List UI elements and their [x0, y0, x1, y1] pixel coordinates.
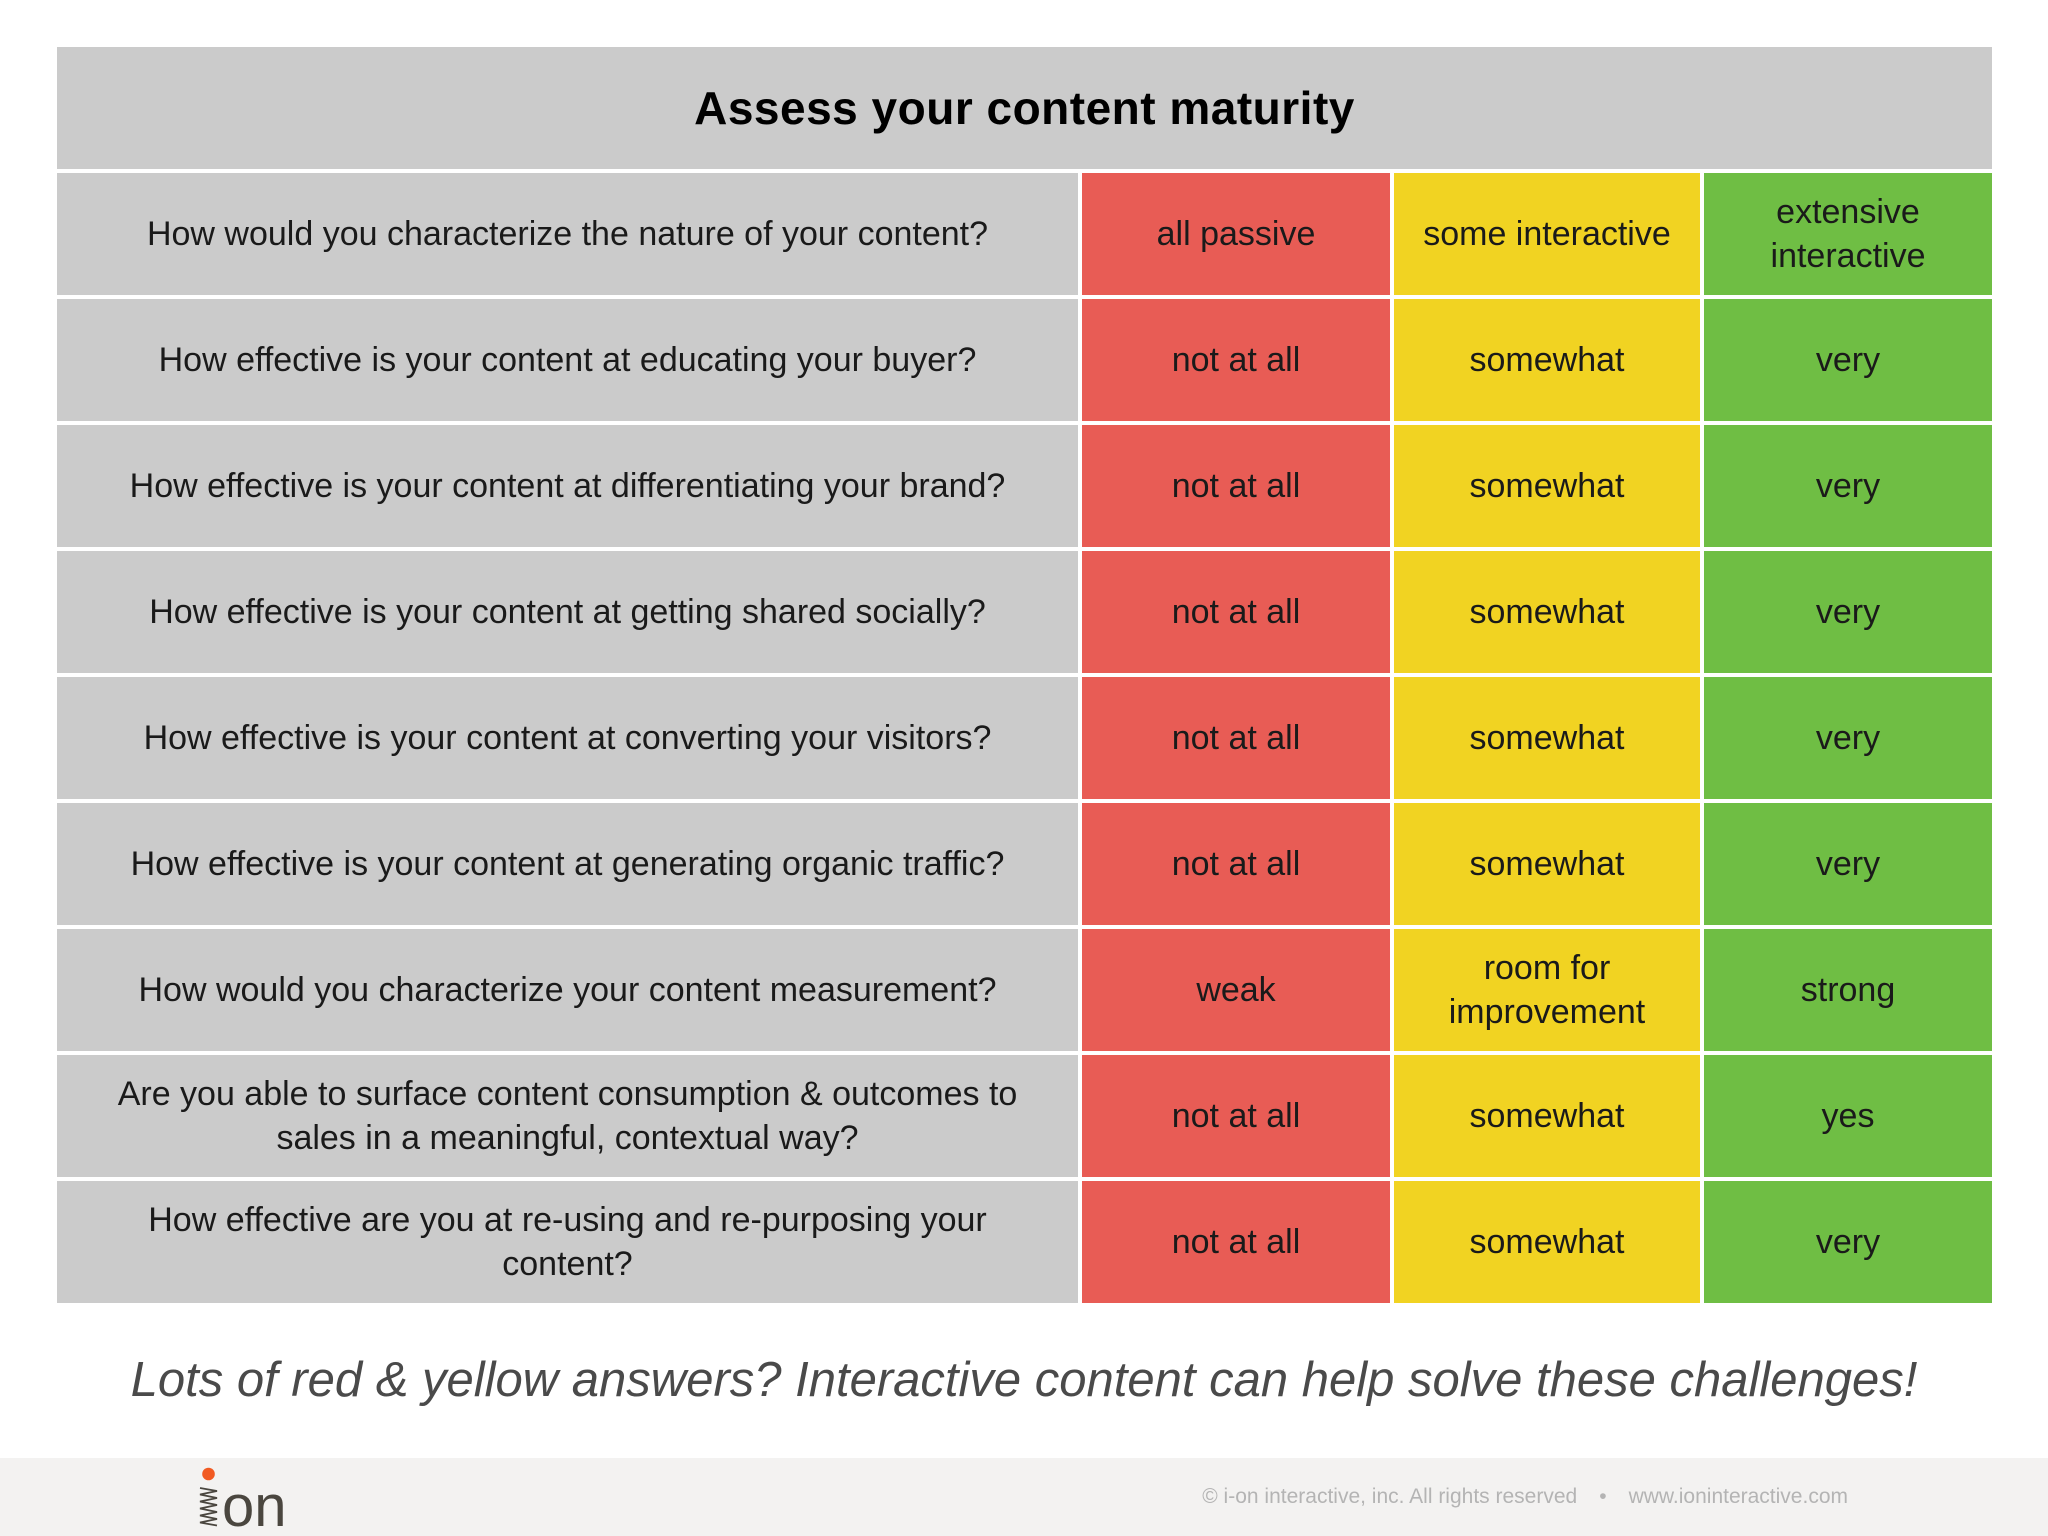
- answer-text-red: not at all: [1171, 592, 1301, 631]
- answer-cell-green: very: [1704, 1181, 1992, 1303]
- ion-logo-icon: on: [199, 1467, 287, 1536]
- footer: on © i-on interactive, inc. All rights r…: [0, 1458, 2048, 1536]
- answer-cell-red: not at all: [1082, 299, 1390, 421]
- answer-text-red: not at all: [1171, 340, 1301, 379]
- question-cell: How effective is your content at getting…: [57, 551, 1078, 673]
- answer-cell-red: all passive: [1082, 173, 1390, 295]
- answer-cell-yellow: somewhat: [1394, 551, 1700, 673]
- answer-text-green: extensive interactive: [1770, 192, 1926, 275]
- answer-cell-yellow: somewhat: [1394, 803, 1700, 925]
- answer-cell-red: weak: [1082, 929, 1390, 1051]
- answer-text-red: weak: [1196, 970, 1276, 1009]
- answer-text-red: not at all: [1171, 466, 1301, 505]
- question-text: How effective is your content at educati…: [158, 340, 977, 379]
- answer-text-red: not at all: [1171, 1096, 1301, 1135]
- answer-text-yellow: somewhat: [1469, 844, 1625, 883]
- answer-text-yellow: somewhat: [1469, 466, 1625, 505]
- logo-dot-icon: [202, 1467, 215, 1481]
- answer-cell-green: extensive interactive: [1704, 173, 1992, 295]
- question-cell: How would you characterize the nature of…: [57, 173, 1078, 295]
- question-cell: How effective is your content at educati…: [57, 299, 1078, 421]
- answer-text-yellow: somewhat: [1469, 592, 1625, 631]
- table-row: How effective are you at re-using and re…: [57, 1181, 1992, 1303]
- table-row: How effective is your content at educati…: [57, 299, 1992, 421]
- answer-cell-red: not at all: [1082, 425, 1390, 547]
- answer-cell-green: very: [1704, 677, 1992, 799]
- answer-text-yellow: somewhat: [1469, 1096, 1625, 1135]
- answer-cell-green: very: [1704, 803, 1992, 925]
- table-row: How effective is your content at getting…: [57, 551, 1992, 673]
- logo-zigzag-icon: [199, 1487, 218, 1527]
- footer-legal: © i-on interactive, inc. All rights rese…: [1202, 1458, 1848, 1536]
- question-text: Are you able to surface content consumpt…: [117, 1074, 1018, 1157]
- answer-text-green: very: [1815, 340, 1881, 379]
- cta-text: Lots of red & yellow answers? Interactiv…: [130, 1353, 1918, 1407]
- answer-text-yellow: somewhat: [1469, 1222, 1625, 1261]
- table-row: How would you characterize the nature of…: [57, 173, 1992, 295]
- answer-text-yellow: somewhat: [1469, 718, 1625, 757]
- question-cell: How effective is your content at generat…: [57, 803, 1078, 925]
- table-row: How effective is your content at convert…: [57, 677, 1992, 799]
- answer-text-green: strong: [1800, 970, 1896, 1009]
- answer-cell-red: not at all: [1082, 1055, 1390, 1177]
- table-rows: How would you characterize the nature of…: [57, 173, 1992, 1303]
- answer-text-red: not at all: [1171, 1222, 1301, 1261]
- answer-cell-yellow: somewhat: [1394, 1181, 1700, 1303]
- answer-cell-yellow: somewhat: [1394, 425, 1700, 547]
- answer-cell-green: yes: [1704, 1055, 1992, 1177]
- website-link[interactable]: www.ioninteractive.com: [1628, 1485, 1848, 1508]
- table-title-row: Assess your content maturity: [57, 47, 1992, 169]
- question-text: How would you characterize your content …: [138, 970, 997, 1009]
- assessment-table: Assess your content maturity How would y…: [57, 47, 1992, 1303]
- question-text: How effective is your content at differe…: [129, 466, 1006, 505]
- table-row: How would you characterize your content …: [57, 929, 1992, 1051]
- answer-text-green: yes: [1821, 1096, 1875, 1135]
- answer-text-green: very: [1815, 844, 1881, 883]
- answer-cell-yellow: somewhat: [1394, 1055, 1700, 1177]
- question-text: How effective are you at re-using and re…: [148, 1200, 987, 1283]
- answer-cell-green: strong: [1704, 929, 1992, 1051]
- answer-text-green: very: [1815, 592, 1881, 631]
- answer-text-green: very: [1815, 466, 1881, 505]
- question-text: How effective is your content at convert…: [143, 718, 992, 757]
- answer-cell-green: very: [1704, 425, 1992, 547]
- table-row: How effective is your content at generat…: [57, 803, 1992, 925]
- answer-text-red: all passive: [1156, 214, 1316, 253]
- answer-cell-yellow: some interactive: [1394, 173, 1700, 295]
- table-row: Are you able to surface content consumpt…: [57, 1055, 1992, 1177]
- answer-cell-red: not at all: [1082, 803, 1390, 925]
- table-row: How effective is your content at differe…: [57, 425, 1992, 547]
- answer-cell-red: not at all: [1082, 1181, 1390, 1303]
- answer-text-green: very: [1815, 718, 1881, 757]
- question-cell: How would you characterize your content …: [57, 929, 1078, 1051]
- answer-cell-red: not at all: [1082, 677, 1390, 799]
- footer-separator: •: [1599, 1485, 1607, 1508]
- answer-cell-yellow: somewhat: [1394, 677, 1700, 799]
- ion-logo-text: on: [222, 1474, 287, 1528]
- answer-cell-green: very: [1704, 551, 1992, 673]
- question-text: How effective is your content at getting…: [149, 592, 986, 631]
- question-cell: How effective is your content at differe…: [57, 425, 1078, 547]
- question-cell: How effective are you at re-using and re…: [57, 1181, 1078, 1303]
- question-cell: Are you able to surface content consumpt…: [57, 1055, 1078, 1177]
- answer-text-yellow: room for improvement: [1448, 948, 1646, 1031]
- question-text: How effective is your content at generat…: [130, 844, 1005, 883]
- ion-logo: on: [197, 1466, 309, 1536]
- answer-cell-red: not at all: [1082, 551, 1390, 673]
- answer-cell-yellow: somewhat: [1394, 299, 1700, 421]
- answer-text-red: not at all: [1171, 718, 1301, 757]
- answer-text-yellow: somewhat: [1469, 340, 1625, 379]
- copyright-text: © i-on interactive, inc. All rights rese…: [1202, 1485, 1578, 1508]
- answer-cell-yellow: room for improvement: [1394, 929, 1700, 1051]
- answer-text-red: not at all: [1171, 844, 1301, 883]
- answer-cell-green: very: [1704, 299, 1992, 421]
- question-text: How would you characterize the nature of…: [146, 214, 989, 253]
- answer-text-yellow: some interactive: [1423, 214, 1671, 253]
- question-cell: How effective is your content at convert…: [57, 677, 1078, 799]
- answer-text-green: very: [1815, 1222, 1881, 1261]
- page-title: Assess your content maturity: [694, 82, 1355, 134]
